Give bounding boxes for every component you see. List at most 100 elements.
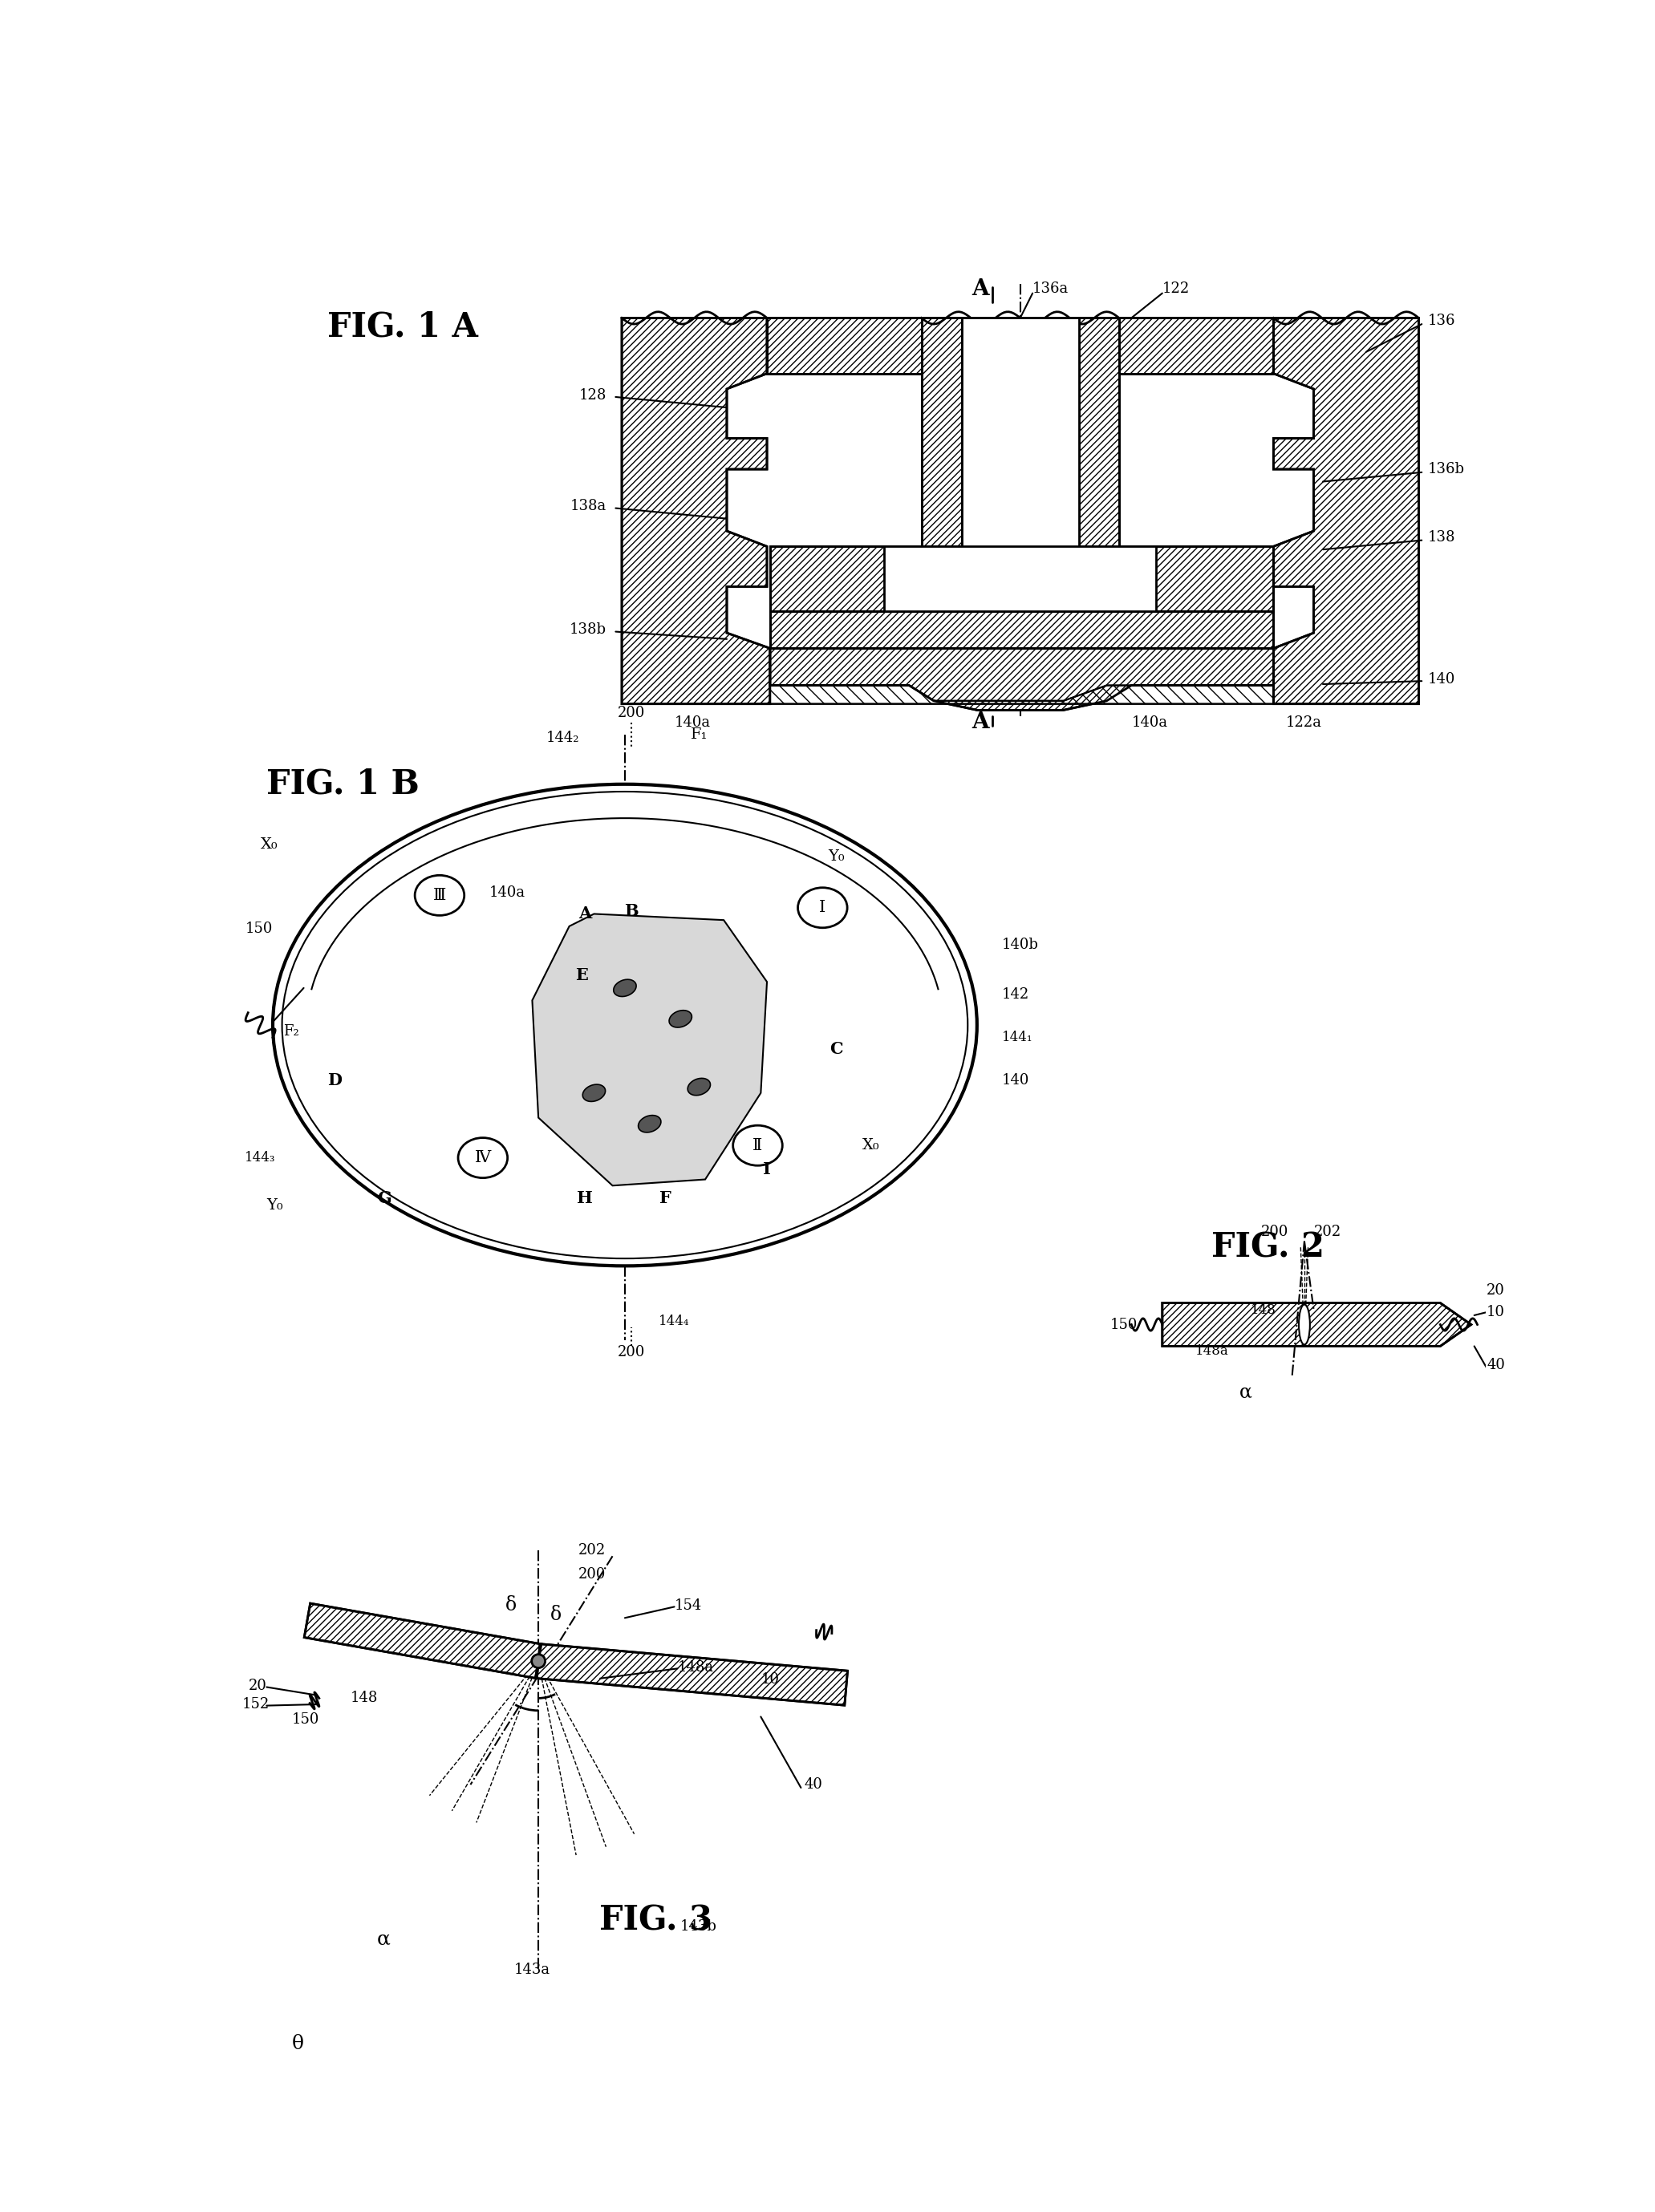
Text: X₀: X₀	[260, 836, 278, 852]
Text: 150: 150	[291, 1712, 319, 1728]
Text: θ: θ	[291, 2035, 303, 2053]
Text: 150: 150	[245, 922, 273, 936]
Polygon shape	[536, 1644, 847, 1705]
Text: Y₀: Y₀	[266, 1199, 283, 1212]
Text: 202: 202	[579, 1542, 606, 1557]
Polygon shape	[1162, 1303, 1471, 1347]
Text: F₂: F₂	[283, 1024, 300, 1037]
Text: 20: 20	[248, 1679, 266, 1692]
Text: 200: 200	[617, 1345, 645, 1360]
Text: 128: 128	[579, 387, 606, 403]
Text: δ: δ	[505, 1597, 516, 1615]
Text: 136a: 136a	[1033, 281, 1069, 296]
Text: 138b: 138b	[569, 622, 606, 637]
Text: H: H	[576, 1190, 592, 1206]
Text: 144₁: 144₁	[1001, 1031, 1033, 1044]
Polygon shape	[1119, 319, 1273, 374]
Polygon shape	[770, 648, 1273, 710]
Polygon shape	[1079, 319, 1119, 575]
Text: 140a: 140a	[1132, 714, 1168, 730]
Text: FIG. 1 A: FIG. 1 A	[328, 310, 478, 345]
Text: A: A	[578, 907, 591, 922]
Polygon shape	[770, 546, 1273, 611]
Text: 138a: 138a	[569, 500, 606, 513]
Ellipse shape	[273, 785, 976, 1265]
Text: 200: 200	[579, 1568, 606, 1582]
Text: FIG. 3: FIG. 3	[599, 1905, 712, 1938]
Polygon shape	[884, 546, 1157, 611]
Text: 140a: 140a	[490, 885, 526, 900]
Text: I: I	[819, 900, 826, 916]
Text: 40: 40	[804, 1778, 823, 1792]
Text: 152: 152	[242, 1697, 270, 1712]
Text: 140a: 140a	[674, 714, 710, 730]
Text: 200: 200	[617, 706, 645, 721]
Text: δ: δ	[549, 1606, 561, 1624]
Text: 140: 140	[1001, 1073, 1029, 1088]
Text: 140b: 140b	[1001, 938, 1038, 951]
Text: 154: 154	[674, 1599, 702, 1613]
Polygon shape	[962, 319, 1079, 575]
Ellipse shape	[583, 1084, 606, 1102]
Text: B: B	[624, 902, 639, 918]
Text: 144₄: 144₄	[659, 1314, 690, 1327]
Text: α: α	[1240, 1382, 1253, 1402]
Polygon shape	[962, 549, 1079, 611]
Text: E: E	[576, 967, 588, 984]
Text: 138: 138	[1428, 531, 1456, 544]
Text: α: α	[377, 1929, 391, 1949]
Text: Ⅳ: Ⅳ	[475, 1150, 492, 1166]
Text: A: A	[971, 279, 990, 301]
Ellipse shape	[798, 887, 847, 927]
Text: I: I	[763, 1161, 771, 1177]
Text: 10: 10	[1486, 1305, 1504, 1318]
Text: 140: 140	[1428, 672, 1455, 686]
Text: 142: 142	[1001, 987, 1029, 1002]
Text: FIG. 1 B: FIG. 1 B	[266, 768, 420, 801]
Ellipse shape	[733, 1126, 783, 1166]
Polygon shape	[1079, 549, 1132, 595]
Ellipse shape	[1299, 1305, 1309, 1345]
Ellipse shape	[458, 1137, 508, 1179]
Ellipse shape	[687, 1077, 710, 1095]
Text: FIG. 2: FIG. 2	[1211, 1230, 1326, 1265]
Text: 148a: 148a	[677, 1659, 713, 1674]
Text: 136: 136	[1428, 314, 1456, 327]
Text: A: A	[971, 712, 990, 732]
Ellipse shape	[614, 980, 636, 998]
Polygon shape	[305, 1604, 541, 1679]
Polygon shape	[770, 611, 1273, 648]
Ellipse shape	[415, 876, 465, 916]
Text: F₁: F₁	[690, 728, 708, 741]
Polygon shape	[909, 549, 962, 595]
Polygon shape	[770, 686, 1273, 703]
Text: Ⅲ: Ⅲ	[434, 887, 447, 902]
Polygon shape	[962, 546, 1079, 586]
Text: 40: 40	[1486, 1358, 1504, 1371]
Ellipse shape	[531, 1655, 544, 1668]
Ellipse shape	[639, 1115, 660, 1133]
Polygon shape	[922, 319, 962, 575]
Text: F: F	[659, 1190, 670, 1206]
Text: Ⅱ: Ⅱ	[753, 1137, 763, 1152]
Text: 200: 200	[1261, 1225, 1289, 1239]
Text: 143b: 143b	[680, 1920, 717, 1933]
Text: C: C	[829, 1042, 842, 1057]
Text: 136b: 136b	[1428, 462, 1465, 476]
Text: 122a: 122a	[1286, 714, 1322, 730]
Text: 122: 122	[1162, 281, 1190, 296]
Polygon shape	[1273, 319, 1418, 703]
Text: 148: 148	[1251, 1303, 1276, 1316]
Ellipse shape	[669, 1011, 692, 1026]
Polygon shape	[622, 319, 770, 703]
Text: 148a: 148a	[1195, 1345, 1228, 1358]
Text: 150: 150	[1111, 1318, 1137, 1332]
Polygon shape	[533, 914, 766, 1186]
Text: X₀: X₀	[862, 1139, 880, 1152]
Text: 20: 20	[1486, 1283, 1504, 1298]
Text: 144₃: 144₃	[245, 1150, 276, 1164]
Polygon shape	[766, 319, 922, 374]
Text: G: G	[377, 1190, 391, 1206]
Text: Y₀: Y₀	[828, 849, 844, 863]
Text: 202: 202	[1314, 1225, 1341, 1239]
